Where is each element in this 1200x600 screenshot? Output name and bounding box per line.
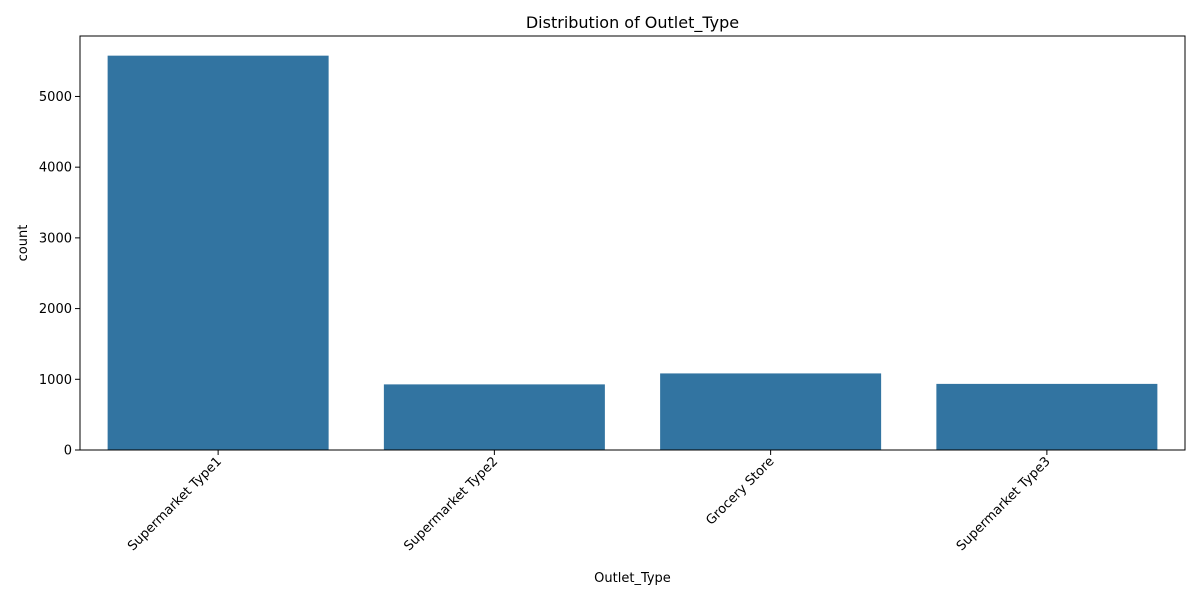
bar-supermarket-type1 bbox=[107, 55, 329, 450]
y-tick-label: 2000 bbox=[39, 302, 72, 317]
bar-grocery-store bbox=[660, 373, 882, 450]
x-tick-label: Supermarket Type2 bbox=[401, 454, 501, 554]
x-axis: Supermarket Type1 Supermarket Type2 Grocer… bbox=[125, 450, 1054, 554]
y-axis: 0 1000 2000 3000 4000 5000 bbox=[39, 90, 80, 459]
y-tick-label: 4000 bbox=[39, 161, 72, 176]
x-tick-label: Grocery Store bbox=[703, 454, 777, 528]
x-axis-label: Outlet_Type bbox=[594, 571, 671, 586]
plot-area bbox=[79, 35, 1186, 451]
y-tick-label: 0 bbox=[64, 444, 72, 459]
y-tick-label: 3000 bbox=[39, 231, 72, 246]
bar-supermarket-type3 bbox=[936, 383, 1158, 450]
y-axis-label: count bbox=[16, 225, 31, 262]
x-tick-label: Supermarket Type3 bbox=[954, 454, 1054, 554]
y-tick-label: 1000 bbox=[39, 373, 72, 388]
y-tick-label: 5000 bbox=[39, 90, 72, 105]
plot-frame bbox=[79, 35, 1186, 451]
bar-supermarket-type2 bbox=[383, 384, 605, 450]
chart-title: Distribution of Outlet_Type bbox=[526, 13, 739, 33]
x-tick-label: Supermarket Type1 bbox=[125, 454, 225, 554]
